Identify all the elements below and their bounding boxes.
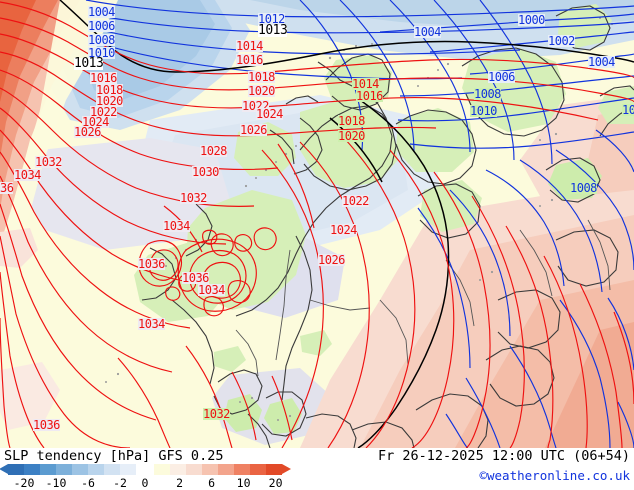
- isobar-label: 1034: [138, 317, 165, 331]
- isobar-label: 1034: [198, 283, 225, 297]
- isobar-label: 1006: [488, 70, 515, 84]
- colorbar-tick: -2: [113, 476, 127, 490]
- isobar-label: 1002: [548, 34, 575, 48]
- colorbar-gradient: [8, 464, 282, 475]
- isobar-label: 1004: [88, 5, 115, 19]
- isobar-label: 1010: [470, 104, 497, 118]
- isobar-label: 1026: [240, 123, 267, 137]
- colorbar-segment: [8, 464, 24, 475]
- colorbar-tick: -6: [81, 476, 95, 490]
- isobar-label: 1022: [342, 194, 369, 208]
- isobar-label: 1024: [256, 107, 283, 121]
- colorbar-segment: [72, 464, 88, 475]
- isobar-label: 1034: [14, 168, 41, 182]
- colorbar-segment: [250, 464, 266, 475]
- isobar-label: 1016: [90, 71, 117, 85]
- copyright-credit: ©weatheronline.co.uk: [479, 468, 630, 483]
- isobar-label: 1020: [96, 94, 123, 108]
- colorbar-segment: [170, 464, 186, 475]
- isobar-label: 1014: [236, 39, 263, 53]
- isobar-label: 1034: [163, 219, 190, 233]
- isobar-label: 1024: [330, 223, 357, 237]
- isobar-label: 1018: [96, 83, 123, 97]
- isobar-label: 1004: [588, 55, 615, 69]
- isobar-label: 1016: [236, 53, 263, 67]
- colorbar-tick: 6: [208, 476, 216, 490]
- colorbar-segment: [40, 464, 56, 475]
- colorbar-left-arrow: [0, 464, 8, 474]
- isobar-label: 1013: [258, 23, 288, 38]
- isobar-label: 1020: [248, 84, 275, 98]
- isobar-label: 1013: [74, 56, 104, 71]
- isobar-label: 1016: [356, 89, 383, 103]
- colorbar-tick: -20: [13, 476, 35, 490]
- colorbar-tick: 10: [236, 476, 251, 490]
- product-title: SLP tendency [hPa] GFS 0.25: [4, 448, 224, 464]
- colorbar-segment: [202, 464, 218, 475]
- map-footer: SLP tendency [hPa] GFS 0.25 Fr 26-12-202…: [0, 448, 634, 490]
- colorbar-tick: 0: [141, 476, 149, 490]
- isobar-label: 1014: [352, 77, 379, 91]
- isobar-label: 1030: [192, 165, 219, 179]
- colorbar-segment: [234, 464, 250, 475]
- isobar-label: 1018: [338, 114, 365, 128]
- colorbar-right-arrow: [282, 464, 291, 474]
- colorbar-segment: [186, 464, 202, 475]
- isobar-label: 1028: [200, 144, 227, 158]
- isobar-label: 1024: [82, 115, 109, 129]
- colorbar-segment: [120, 464, 136, 475]
- isobar-label: 1032: [35, 155, 62, 169]
- isobar-label: 1032: [180, 191, 207, 205]
- colorbar-tick: 20: [268, 476, 283, 490]
- isobar-label: 1004: [414, 25, 441, 39]
- isobar-label: 36: [0, 181, 14, 195]
- isobar-label: 1006: [88, 19, 115, 33]
- isobar-label: 1010: [88, 46, 115, 60]
- isobar-label: 1008: [474, 87, 501, 101]
- isobar-label: 1036: [138, 257, 165, 271]
- colorbar-segment: [218, 464, 234, 475]
- colorbar-segment: [88, 464, 104, 475]
- isobar-label: 1022: [90, 105, 117, 119]
- isobar-label: 1032: [203, 407, 230, 421]
- colorbar-gap: [136, 464, 154, 475]
- isobar-label: 1020: [338, 129, 365, 143]
- map-canvas[interactable]: 1004 1006 1008 1010 1013 1016 1018 1020 1022 1024…: [0, 0, 634, 448]
- colorbar-tick: 2: [176, 476, 184, 490]
- isobar-label: 1026: [74, 125, 101, 139]
- isobar-label: 1036: [33, 418, 60, 432]
- isobar-label: 1008: [88, 33, 115, 47]
- colorbar-tick: -10: [45, 476, 67, 490]
- colorbar-segment: [154, 464, 170, 475]
- isobar-label: 1036: [182, 271, 209, 285]
- colorbar-segment: [56, 464, 72, 475]
- isobar-label: 1026: [318, 253, 345, 267]
- isobar-label: 1018: [248, 70, 275, 84]
- colorbar-segment: [104, 464, 120, 475]
- isobar-label: 1012: [258, 12, 285, 26]
- colorbar-segment: [266, 464, 282, 475]
- run-valid-time: Fr 26-12-2025 12:00 UTC (06+54): [378, 448, 630, 464]
- colorbar-segment: [24, 464, 40, 475]
- colorbar-legend[interactable]: -20 -10 -6 -2 0 2 6 10 20: [0, 464, 300, 490]
- isobar-label: 1008: [570, 181, 597, 195]
- isobar-label: 10: [622, 103, 634, 117]
- isobar-label: 1000: [518, 13, 545, 27]
